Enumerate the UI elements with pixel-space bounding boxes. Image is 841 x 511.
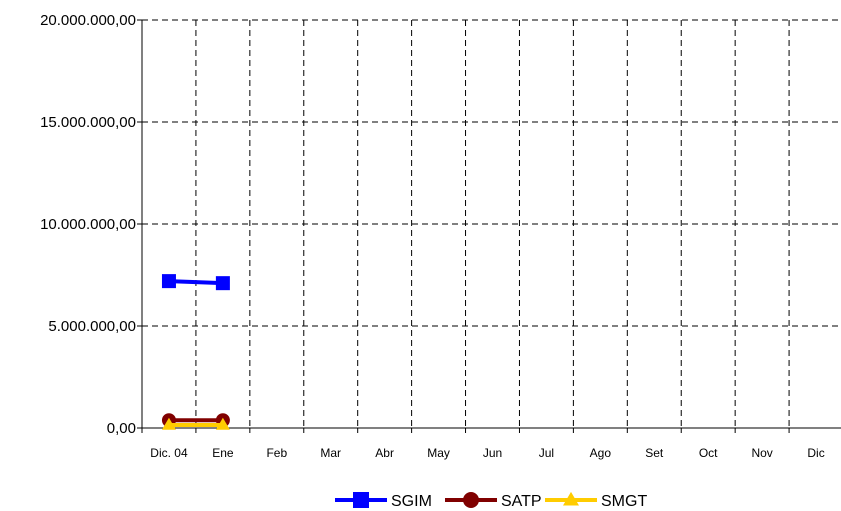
series-group [161, 274, 230, 430]
legend-item-satp: SATP [445, 492, 542, 510]
data-point-smgt [161, 417, 176, 430]
legend-marker-smgt [563, 491, 579, 506]
legend-marker-satp [463, 492, 479, 508]
y-tick-label: 5.000.000,00 [48, 318, 136, 335]
x-tick-label: Ene [212, 446, 234, 460]
data-point-smgt [215, 417, 230, 430]
series-sgim [161, 274, 230, 291]
x-tick-label: Dic. 04 [150, 446, 188, 460]
legend: SGIM SATP SMGT [335, 491, 647, 510]
x-tick-label: Ago [590, 446, 612, 460]
x-tick-label: Oct [699, 446, 718, 460]
legend-label-smgt: SMGT [601, 493, 647, 510]
x-tick-label: Feb [266, 446, 287, 460]
y-tick-label: 15.000.000,00 [40, 114, 136, 131]
y-tick-label: 0,00 [107, 420, 136, 437]
x-tick-label: Mar [320, 446, 341, 460]
y-axis-ticks: 0,00 5.000.000,00 10.000.000,00 15.000.000,… [40, 12, 142, 437]
x-tick-label: Dic [807, 446, 824, 460]
grid-lines [142, 19, 841, 428]
legend-item-smgt: SMGT [545, 491, 647, 510]
x-axis-ticks: Dic. 04 Ene Feb Mar Abr May Jun Jul Ago Set Oct Nov… [141, 428, 825, 460]
x-tick-label: May [427, 446, 450, 460]
legend-label-satp: SATP [501, 493, 542, 510]
x-tick-label: Nov [751, 446, 772, 460]
legend-label-sgim: SGIM [391, 493, 432, 510]
x-tick-label: Abr [375, 446, 394, 460]
legend-marker-sgim [353, 492, 369, 508]
x-tick-label: Jul [539, 446, 554, 460]
legend-item-sgim: SGIM [335, 492, 432, 510]
series-smgt [161, 417, 230, 430]
series-line-sgim [168, 279, 223, 286]
data-point-sgim [161, 274, 176, 289]
y-tick-label: 10.000.000,00 [40, 216, 136, 233]
y-tick-label: 20.000.000,00 [40, 12, 136, 29]
data-point-sgim [215, 276, 230, 291]
x-tick-label: Set [645, 446, 664, 460]
x-tick-label: Jun [483, 446, 502, 460]
